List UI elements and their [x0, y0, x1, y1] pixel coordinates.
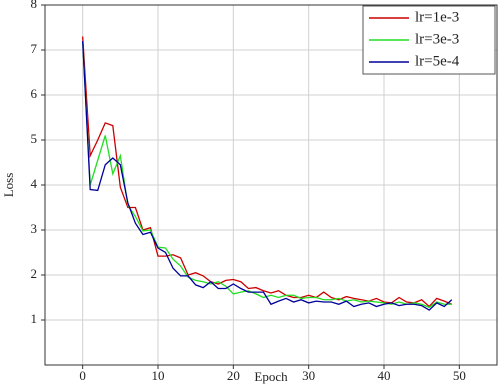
- legend-label: lr=1e-3: [415, 9, 459, 25]
- x-tick-label: 10: [152, 368, 165, 383]
- legend-label: lr=3e-3: [415, 31, 459, 47]
- y-tick-label: 7: [31, 41, 38, 56]
- series-line: [82, 40, 453, 311]
- x-tick-label: 30: [302, 368, 315, 383]
- y-tick-label: 1: [31, 311, 38, 326]
- y-tick-label: 2: [31, 266, 38, 281]
- x-axis-label: Epoch: [254, 369, 288, 384]
- series-line: [82, 36, 453, 308]
- x-tick-label: 0: [79, 368, 86, 383]
- y-axis-label: Loss: [1, 173, 16, 198]
- y-tick-label: 3: [31, 221, 38, 236]
- x-tick-label: 20: [227, 368, 240, 383]
- x-tick-label: 40: [378, 368, 391, 383]
- y-tick-label: 6: [31, 86, 38, 101]
- legend-label: lr=5e-4: [415, 53, 460, 69]
- y-tick-label: 5: [31, 131, 38, 146]
- series-line: [82, 40, 452, 309]
- x-tick-label: 50: [453, 368, 466, 383]
- y-tick-label: 8: [31, 0, 38, 11]
- plot-frame: [44, 4, 498, 366]
- y-tick-label: 4: [31, 176, 38, 191]
